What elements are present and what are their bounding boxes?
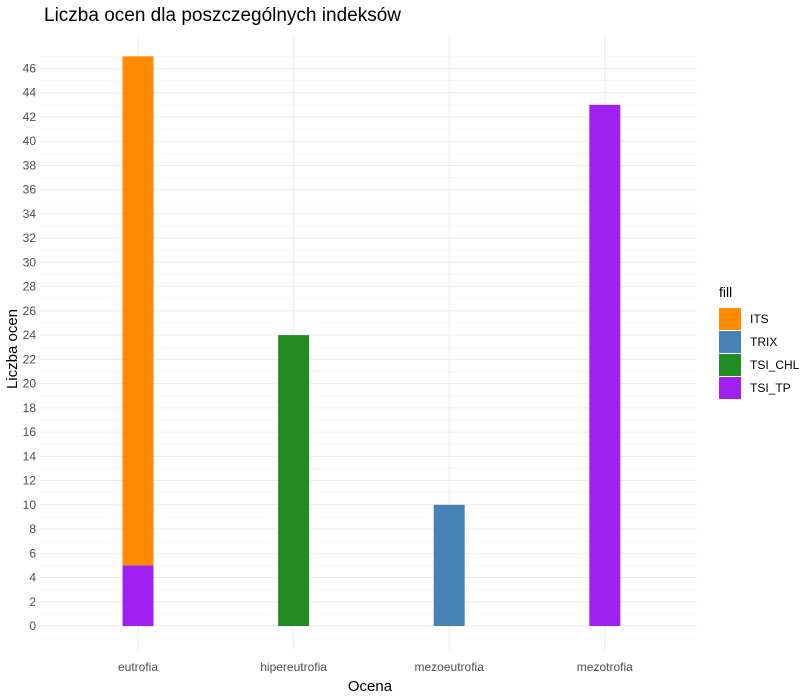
y-tick-label: 12 <box>23 474 37 488</box>
y-tick-label: 26 <box>23 304 37 318</box>
legend-label-TSI_CHL: TSI_CHL <box>750 358 800 372</box>
y-axis-label: Liczba ocen <box>4 309 21 389</box>
y-tick-label: 22 <box>23 352 37 366</box>
legend-key-TSI_TP <box>719 377 741 399</box>
y-tick-label: 42 <box>23 110 37 124</box>
y-tick-label: 20 <box>23 377 37 391</box>
y-tick-label: 2 <box>29 595 36 609</box>
y-tick-label: 0 <box>29 619 36 633</box>
x-axis-label: Ocena <box>348 678 393 695</box>
y-tick-label: 46 <box>23 61 37 75</box>
y-tick-label: 16 <box>23 425 37 439</box>
y-tick-label: 18 <box>23 401 37 415</box>
legend: fill ITS TRIX TSI_CHL TSI_TP <box>719 284 800 399</box>
x-tick-label-hipereutrofia: hipereutrofia <box>260 660 327 674</box>
legend-title: fill <box>719 284 732 300</box>
legend-label-TSI_TP: TSI_TP <box>750 381 791 395</box>
bar-mezoeutrofia-TRIX <box>433 504 465 626</box>
bars <box>122 56 621 627</box>
y-axis-ticks: 0246810121416182022242628303234363840424… <box>23 61 37 633</box>
legend-key-TSI_CHL <box>719 354 741 376</box>
y-tick-label: 40 <box>23 134 37 148</box>
y-tick-label: 30 <box>23 255 37 269</box>
bar-hipereutrofia-TSI_CHL <box>278 335 310 626</box>
y-tick-label: 34 <box>23 207 37 221</box>
y-tick-label: 6 <box>29 546 36 560</box>
bar-mezotrofia-TSI_TP <box>589 104 621 627</box>
y-tick-label: 4 <box>29 571 36 585</box>
legend-key-TRIX <box>719 331 741 353</box>
bar-eutrofia-ITS <box>122 56 154 566</box>
y-tick-label: 24 <box>23 328 37 342</box>
x-tick-label-eutrofia: eutrofia <box>118 660 158 674</box>
y-tick-label: 36 <box>23 183 37 197</box>
y-tick-label: 28 <box>23 280 37 294</box>
x-tick-label-mezoeutrofia: mezoeutrofia <box>415 660 485 674</box>
y-tick-label: 38 <box>23 158 37 172</box>
y-tick-label: 10 <box>23 498 37 512</box>
legend-label-ITS: ITS <box>750 312 769 326</box>
legend-key-ITS <box>719 308 741 330</box>
x-axis-ticks: eutrofia hipereutrofia mezoeutrofia mezotro… <box>118 660 633 674</box>
legend-label-TRIX: TRIX <box>750 335 777 349</box>
y-tick-label: 32 <box>23 231 37 245</box>
y-tick-label: 14 <box>23 449 37 463</box>
y-tick-label: 44 <box>23 86 37 100</box>
bar-eutrofia-TSI_TP <box>122 565 154 626</box>
x-tick-label-mezotrofia: mezotrofia <box>577 660 633 674</box>
chart-title: Liczba ocen dla poszczególnych indeksów <box>44 5 401 26</box>
y-tick-label: 8 <box>29 522 36 536</box>
